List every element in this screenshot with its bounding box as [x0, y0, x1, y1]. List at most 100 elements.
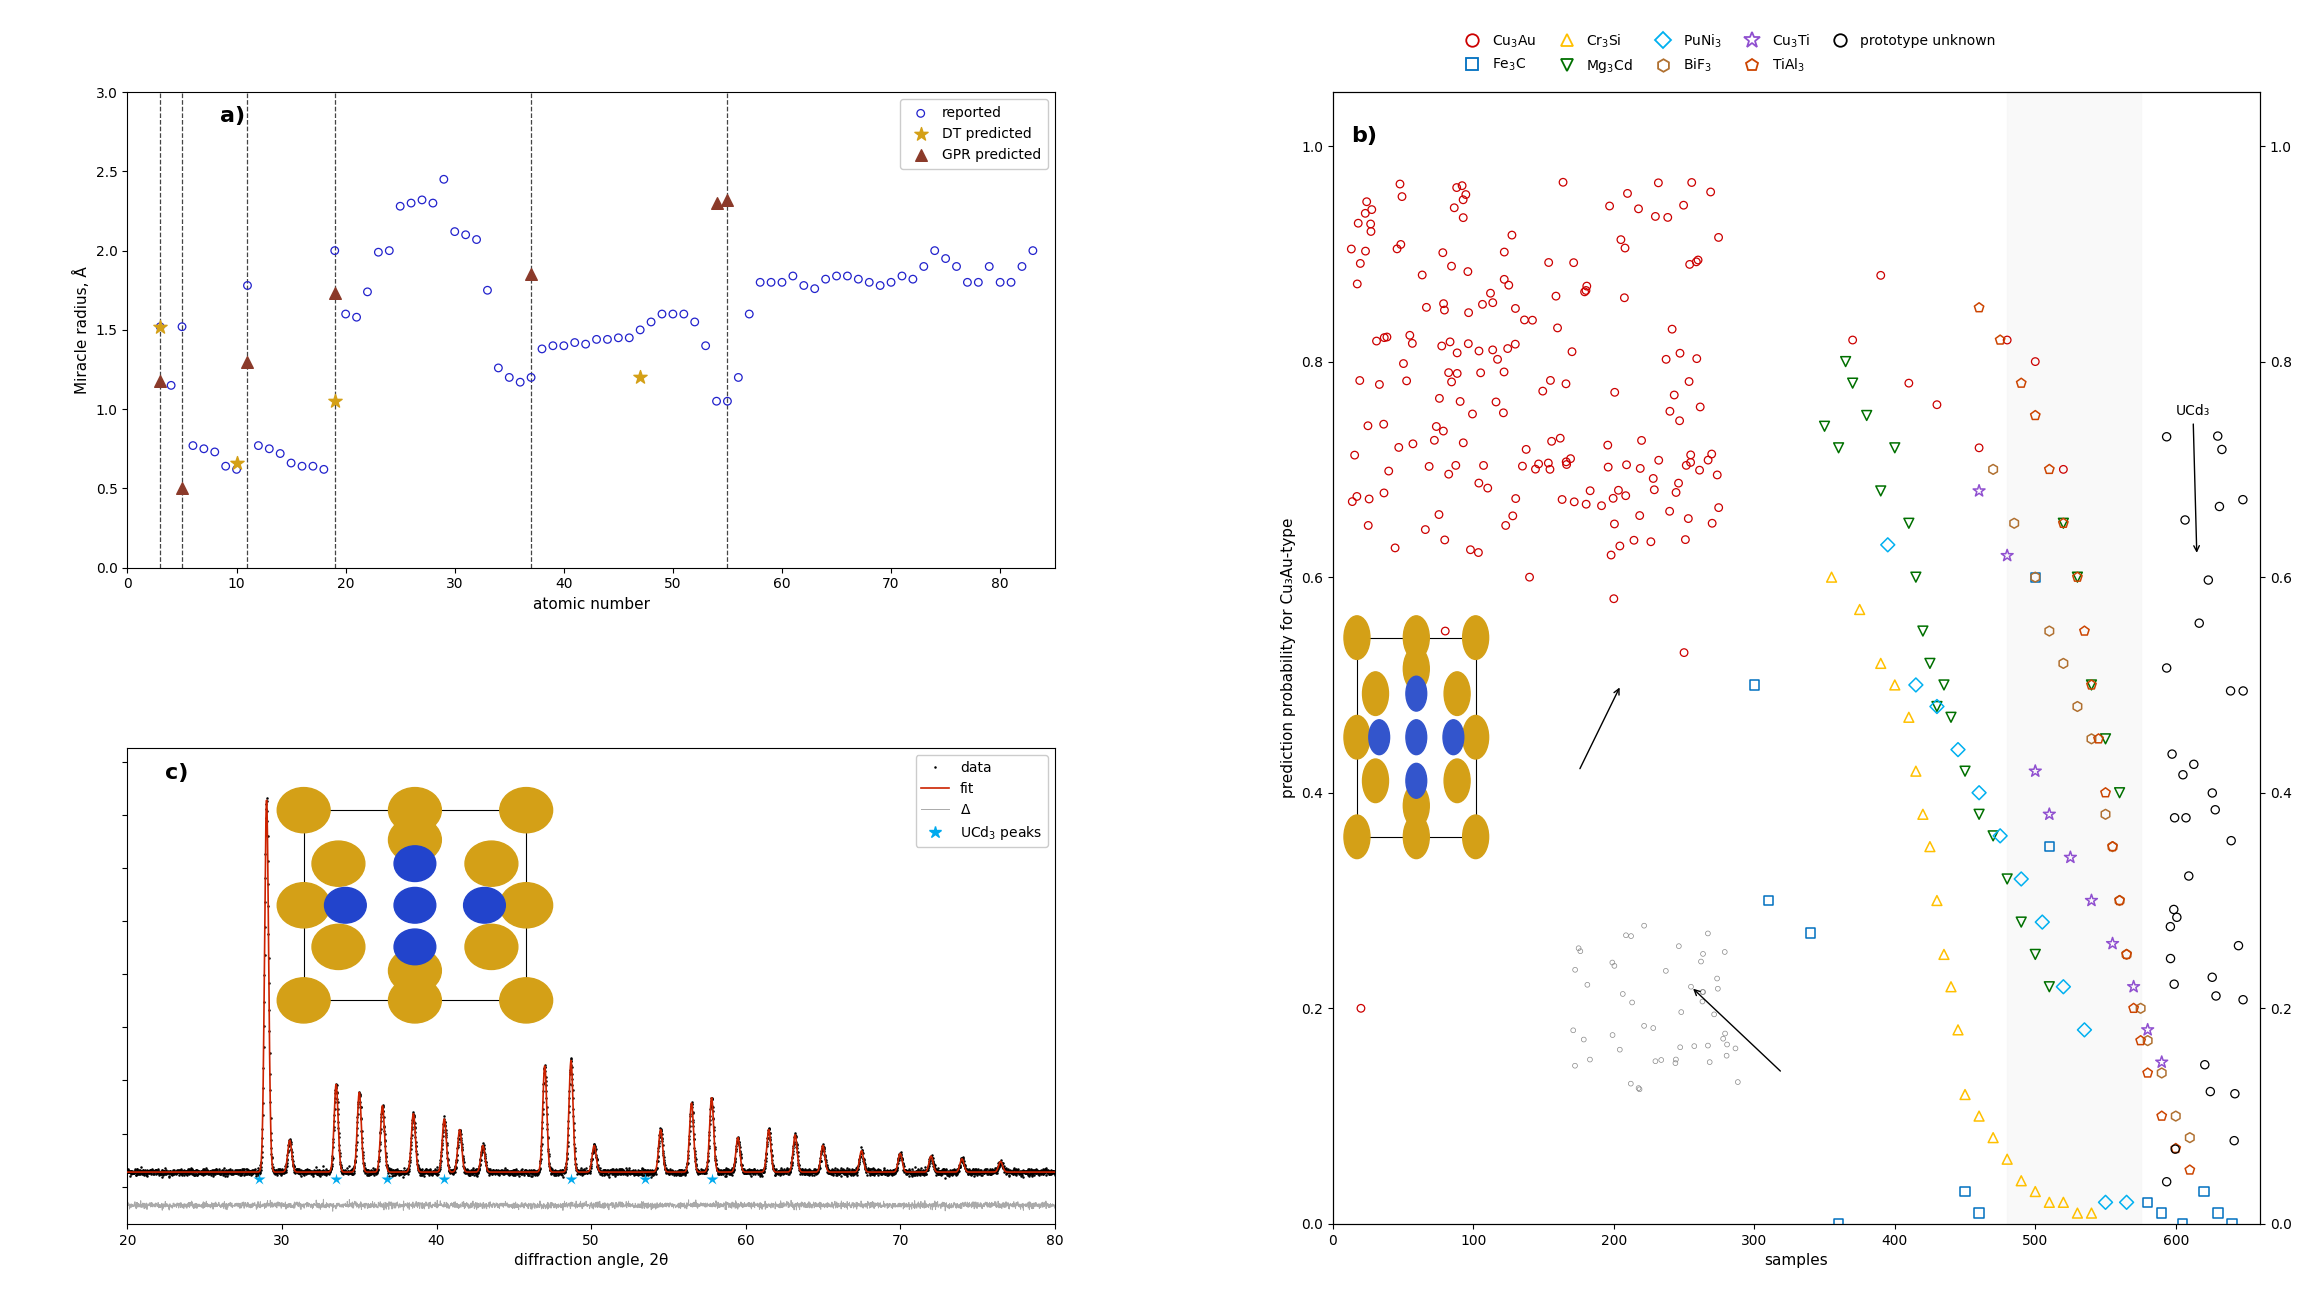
Point — [1562, 941, 1599, 962]
Fe$_3$C — [1947, 1180, 1984, 1202]
Cu$_3$Au — [1486, 242, 1523, 263]
Cu$_3$Au — [1595, 488, 1632, 509]
Cu$_3$Au — [1337, 486, 1375, 507]
Cu$_3$Au — [1632, 532, 1669, 553]
BiF$_3$ — [2100, 890, 2137, 911]
reported — [665, 304, 702, 325]
prototype unknown — [2200, 425, 2237, 446]
Cu$_3$Au — [1474, 340, 1511, 361]
Cu$_3$Au — [1460, 341, 1497, 362]
Cu$_3$Au — [1365, 328, 1402, 349]
Mg$_3$Cd — [2058, 567, 2095, 588]
Point — [1720, 1071, 1757, 1092]
Cu$_3$Au — [1426, 529, 1463, 550]
TiAl$_3$ — [2079, 728, 2116, 749]
TiAl$_3$ — [2031, 459, 2068, 480]
Point — [1685, 982, 1722, 1003]
Cu$_3$Ti — [2051, 848, 2089, 869]
Cr$_3$Si — [1861, 653, 1898, 674]
reported — [480, 358, 517, 379]
PuNi$_3$ — [2086, 1192, 2123, 1213]
Point — [1560, 938, 1597, 959]
prototype unknown — [2153, 744, 2191, 765]
Bar — [2007, 92, 2140, 1224]
prototype unknown — [2170, 866, 2207, 887]
Cr$_3$Si — [2031, 1192, 2068, 1213]
prototype unknown — [2197, 986, 2235, 1007]
BiF$_3$ — [2107, 944, 2144, 965]
data — [788, 1165, 816, 1180]
DT predicted — [315, 391, 352, 412]
Mg$_3$Cd — [2017, 944, 2054, 965]
Cr$_3$Si — [1975, 1126, 2012, 1148]
Cu$_3$Au — [1349, 191, 1386, 212]
Cu$_3$Au — [1657, 482, 1694, 503]
Cu$_3$Au — [1525, 380, 1562, 401]
Cu$_3$Au — [1606, 287, 1643, 308]
Cu$_3$Au — [1889, 372, 1926, 393]
TiAl$_3$ — [2086, 782, 2123, 803]
prototype unknown — [2225, 990, 2262, 1011]
Cu$_3$Au — [1405, 265, 1442, 286]
Mg$_3$Cd — [1926, 674, 1963, 695]
reported — [403, 190, 440, 211]
Cu$_3$Au — [1444, 207, 1481, 228]
Cu$_3$Au — [1490, 275, 1528, 296]
Cu$_3$Au — [1351, 213, 1388, 234]
fit — [1013, 1165, 1041, 1180]
PuNi$_3$ — [2003, 869, 2040, 890]
reported — [763, 272, 800, 293]
Line: fit: fit — [127, 800, 1055, 1173]
BiF$_3$ — [2072, 728, 2109, 749]
Cu$_3$Au — [1553, 341, 1590, 362]
Cu$_3$Au — [1692, 182, 1729, 203]
Mg$_3$Cd — [2100, 782, 2137, 803]
Cu$_3$Au — [1599, 480, 1637, 501]
Cu$_3$Au — [1430, 463, 1467, 484]
Cu$_3$Au — [1407, 519, 1444, 540]
Fe$_3$C — [2165, 1213, 2202, 1234]
reported — [239, 436, 276, 457]
prototype unknown — [2216, 1083, 2253, 1104]
Cu$_3$Ti — [2072, 890, 2109, 911]
$\Delta$ — [554, 1198, 582, 1213]
Cu$_3$Au — [1335, 445, 1372, 466]
Cu$_3$Au — [1671, 451, 1708, 472]
GPR predicted — [512, 265, 549, 286]
Cr$_3$Si — [2017, 1180, 2054, 1202]
Point — [1706, 941, 1743, 962]
Cu$_3$Au — [1426, 421, 1463, 442]
Cu$_3$Au — [1650, 501, 1688, 522]
Cu$_3$Au — [1423, 336, 1460, 357]
reported — [250, 438, 287, 459]
reported — [218, 459, 255, 480]
Cu$_3$Au — [1530, 251, 1567, 272]
Cu$_3$Au — [1694, 513, 1732, 534]
fit — [253, 792, 280, 808]
Cu$_3$Au — [1507, 438, 1544, 459]
Cu$_3$Au — [1595, 588, 1632, 609]
reported — [294, 455, 331, 476]
DT predicted — [141, 316, 178, 337]
reported — [721, 367, 758, 388]
reported — [512, 367, 549, 388]
Fe$_3$C — [1820, 1213, 1857, 1234]
reported — [916, 240, 953, 261]
prototype unknown — [2167, 509, 2204, 530]
reported — [350, 282, 387, 303]
reported — [206, 455, 243, 476]
PuNi$_3$ — [1898, 674, 1936, 695]
reported — [677, 312, 714, 333]
Cu$_3$Au — [1488, 338, 1525, 359]
GPR predicted — [698, 192, 735, 213]
GPR predicted — [229, 351, 267, 372]
Cu$_3$Au — [1667, 642, 1704, 663]
Mg$_3$Cd — [1889, 513, 1926, 534]
Line: $\Delta$: $\Delta$ — [127, 1199, 1055, 1211]
reported — [459, 229, 496, 250]
Mg$_3$Cd — [1933, 707, 1970, 728]
Cu$_3$Au — [1583, 495, 1620, 516]
reported — [621, 320, 658, 341]
Cu$_3$Au — [1407, 297, 1444, 318]
Point — [1572, 1049, 1609, 1070]
